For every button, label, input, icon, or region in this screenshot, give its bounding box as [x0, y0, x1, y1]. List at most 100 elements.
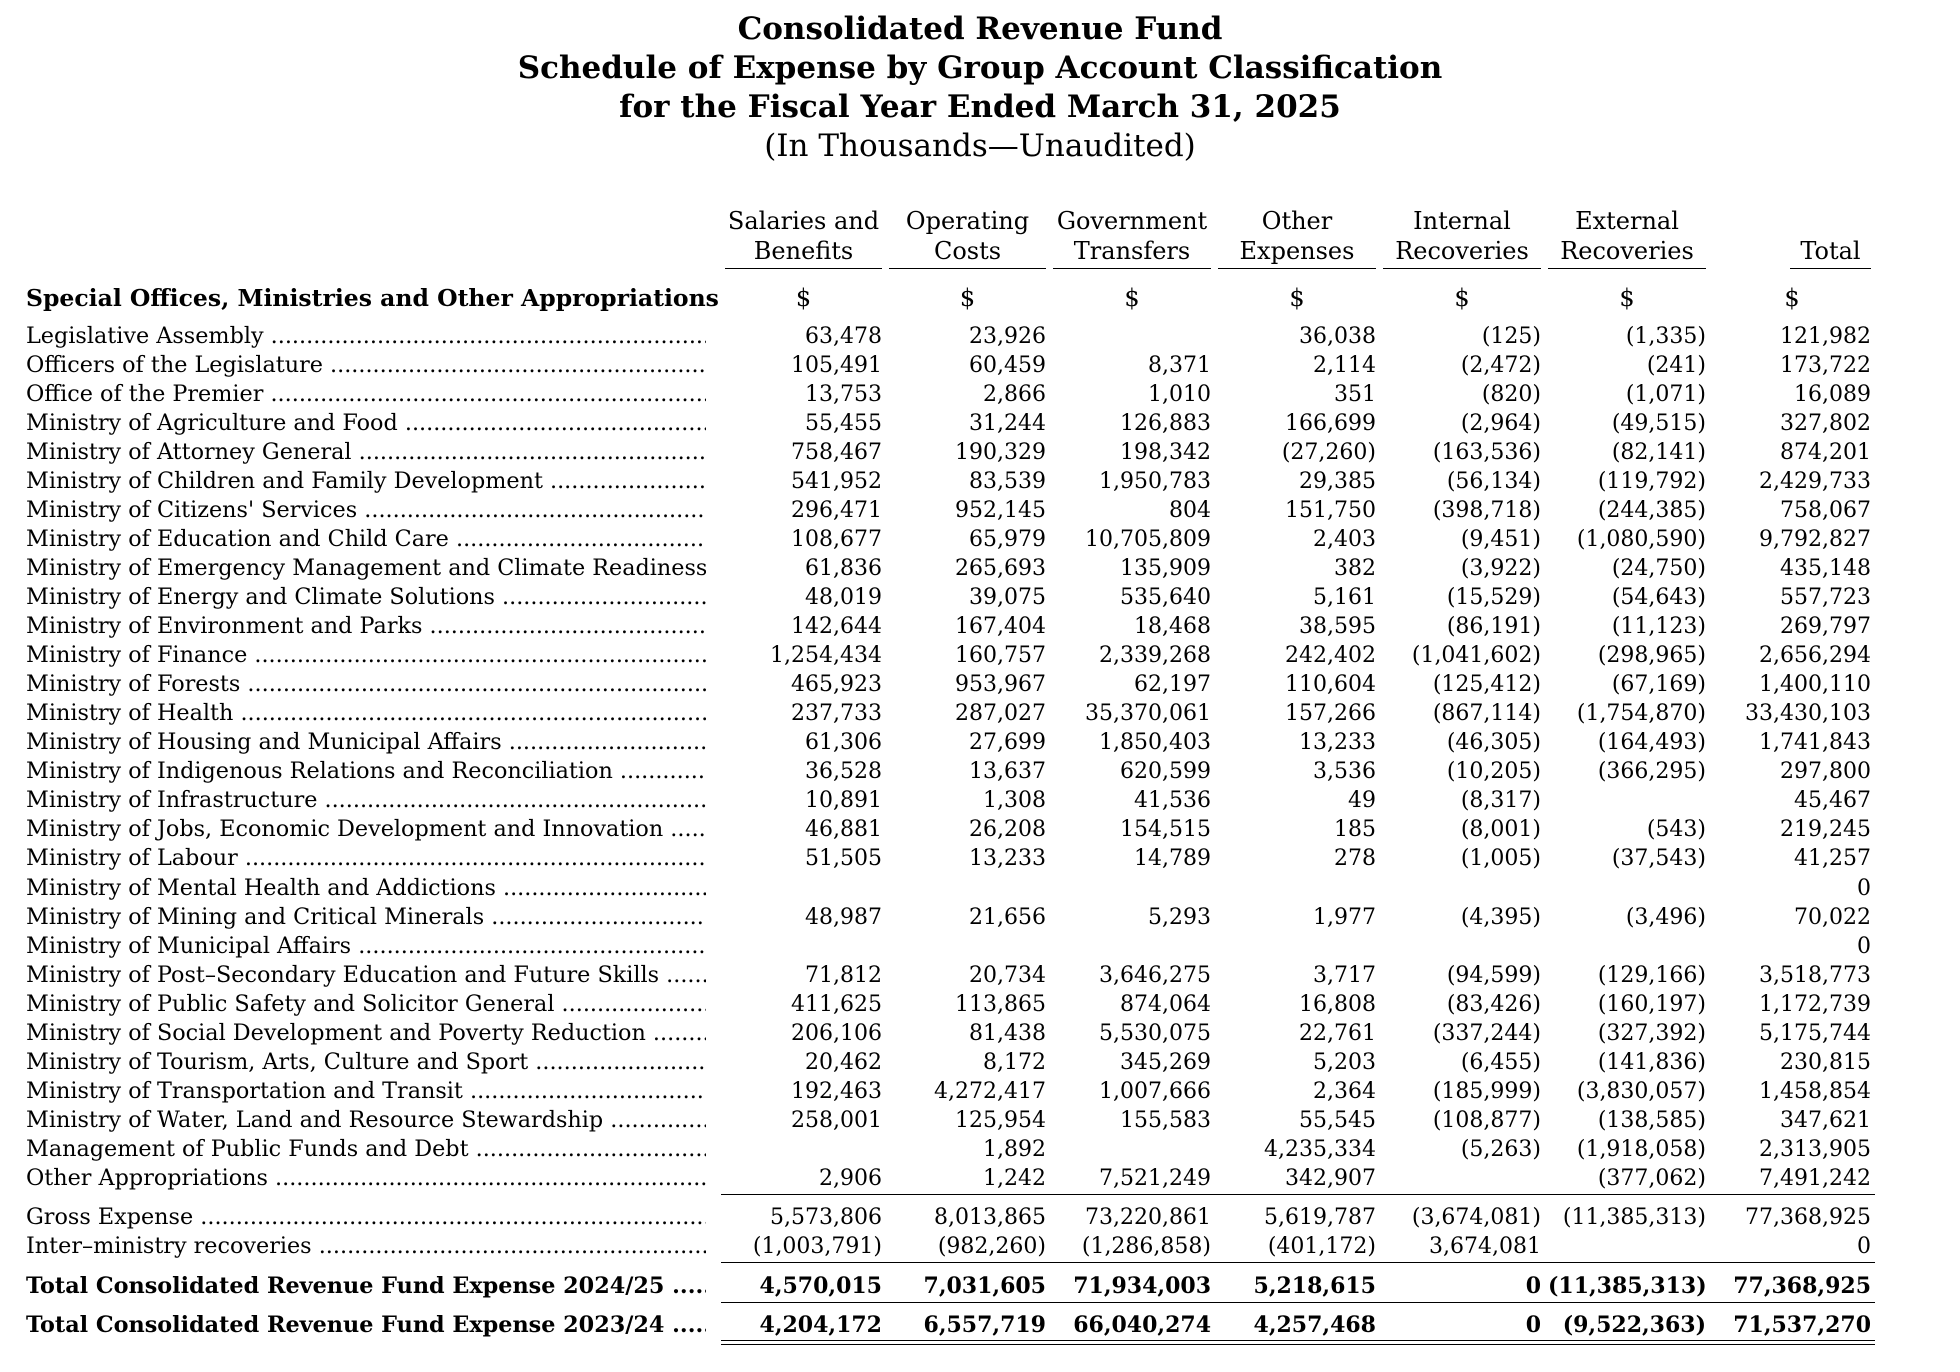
table-cell	[1548, 874, 1706, 903]
table-cell: 3,518,773	[1759, 963, 1871, 988]
table-cell: 13,753	[805, 382, 882, 407]
table-cell: (2,964)	[1460, 411, 1541, 436]
row-label: Total Consolidated Revenue Fund Expense …	[26, 1272, 706, 1301]
currency-unit: $	[795, 284, 812, 312]
table-cell: 2,114	[1313, 353, 1376, 378]
row-label: Ministry of Education and Child Care	[26, 525, 706, 554]
table-cell: (8,001)	[1460, 817, 1541, 842]
row-label: Ministry of Post–Secondary Education and…	[26, 961, 706, 990]
table-cell: 167,404	[955, 614, 1046, 639]
underline	[1544, 1194, 1710, 1195]
table-cell: (27,260)	[1281, 440, 1376, 465]
underline	[721, 1194, 886, 1195]
table-cell: 952,145	[955, 498, 1046, 523]
table-cell: (129,166)	[1597, 963, 1706, 988]
table-cell: 1,741,843	[1759, 730, 1871, 755]
table-cell: (1,041,602)	[1411, 643, 1541, 668]
column-header: Government Transfers	[1053, 206, 1211, 269]
column-header-line2: Recoveries	[1560, 237, 1694, 265]
table-cell: (67,169)	[1611, 672, 1706, 697]
table-cell: 48,019	[805, 585, 882, 610]
table-cell: 27,699	[969, 730, 1046, 755]
underline	[1709, 1302, 1875, 1303]
table-cell: 108,677	[791, 527, 882, 552]
table-cell: 5,175,744	[1759, 1021, 1871, 1046]
row-label: Legislative Assembly	[26, 322, 706, 351]
underline	[1544, 1302, 1710, 1303]
underline	[1214, 1194, 1380, 1195]
double-underline	[885, 1340, 1050, 1341]
table-cell: (86,191)	[1446, 614, 1541, 639]
column-header-line2: Expenses	[1239, 237, 1355, 265]
column-header-line1: Other	[1261, 207, 1333, 235]
table-cell: 758,467	[791, 440, 882, 465]
report-header: Consolidated Revenue Fund Schedule of Ex…	[0, 10, 1960, 166]
table-cell: 18,468	[1134, 614, 1211, 639]
table-cell: 157,266	[1285, 701, 1376, 726]
row-label: Ministry of Transportation and Transit	[26, 1077, 706, 1106]
table-cell: (54,643)	[1611, 585, 1706, 610]
table-cell: (543)	[1646, 817, 1706, 842]
table-cell: (398,718)	[1432, 498, 1541, 523]
column-header-line1	[1790, 206, 1871, 236]
row-label: Ministry of Environment and Parks	[26, 612, 706, 641]
currency-unit: $	[959, 284, 976, 312]
table-cell	[1053, 932, 1211, 961]
table-cell: 3,717	[1313, 963, 1376, 988]
table-cell: 3,646,275	[1099, 963, 1211, 988]
table-cell: 20,462	[805, 1050, 882, 1075]
table-cell	[725, 874, 882, 903]
table-cell	[725, 1135, 882, 1164]
table-cell: 4,204,172	[759, 1312, 882, 1338]
table-cell	[725, 932, 882, 961]
table-cell: 83,539	[969, 469, 1046, 494]
table-cell: (337,244)	[1432, 1021, 1541, 1046]
table-cell: (11,385,313)	[1548, 1273, 1707, 1299]
double-underline	[1214, 1340, 1380, 1341]
table-cell: 1,010	[1148, 382, 1211, 407]
table-cell: 10,891	[805, 788, 882, 813]
table-cell: 0	[1525, 1273, 1541, 1299]
row-label: Ministry of Water, Land and Resource Ste…	[26, 1106, 706, 1135]
table-cell: 198,342	[1120, 440, 1211, 465]
table-cell: (108,877)	[1432, 1108, 1541, 1133]
row-label: Ministry of Finance	[26, 641, 706, 670]
row-label: Ministry of Mining and Critical Minerals	[26, 903, 706, 932]
table-cell: 8,013,865	[934, 1205, 1046, 1230]
table-cell: 4,235,334	[1264, 1137, 1376, 1162]
table-cell: 237,733	[791, 701, 882, 726]
table-cell: 1,242	[983, 1166, 1046, 1191]
table-cell: 192,463	[791, 1079, 882, 1104]
table-cell: 38,595	[1299, 614, 1376, 639]
table-cell	[1548, 1232, 1706, 1261]
table-cell: 151,750	[1285, 498, 1376, 523]
table-cell: 242,402	[1285, 643, 1376, 668]
table-cell: 297,800	[1780, 759, 1871, 784]
row-label: Ministry of Citizens' Services	[26, 496, 706, 525]
table-cell: 2,906	[819, 1166, 882, 1191]
column-header-line1: Government	[1056, 207, 1208, 235]
table-cell: 1,892	[983, 1137, 1046, 1162]
table-cell: 2,403	[1313, 527, 1376, 552]
table-cell	[1383, 932, 1541, 961]
table-cell: 620,599	[1120, 759, 1211, 784]
currency-unit: $	[1454, 284, 1470, 312]
table-cell: (185,999)	[1432, 1079, 1541, 1104]
table-cell: 65,979	[969, 527, 1046, 552]
double-underline	[1379, 1340, 1545, 1341]
table-cell: (366,295)	[1597, 759, 1706, 784]
table-cell: (119,792)	[1597, 469, 1706, 494]
table-cell: 190,329	[955, 440, 1046, 465]
table-cell: 142,644	[791, 614, 882, 639]
table-cell: 382	[1334, 556, 1376, 581]
double-underline	[1379, 1344, 1545, 1345]
table-cell: 5,530,075	[1099, 1021, 1211, 1046]
column-header-line1: Internal	[1413, 207, 1511, 235]
table-cell: 71,537,270	[1733, 1312, 1871, 1338]
report-units-note: (In Thousands—Unaudited)	[764, 128, 1196, 164]
table-cell: 541,952	[791, 469, 882, 494]
row-label: Ministry of Housing and Municipal Affair…	[26, 728, 706, 757]
double-underline	[1214, 1344, 1380, 1345]
table-cell: 71,812	[805, 963, 882, 988]
table-cell: (298,965)	[1597, 643, 1706, 668]
